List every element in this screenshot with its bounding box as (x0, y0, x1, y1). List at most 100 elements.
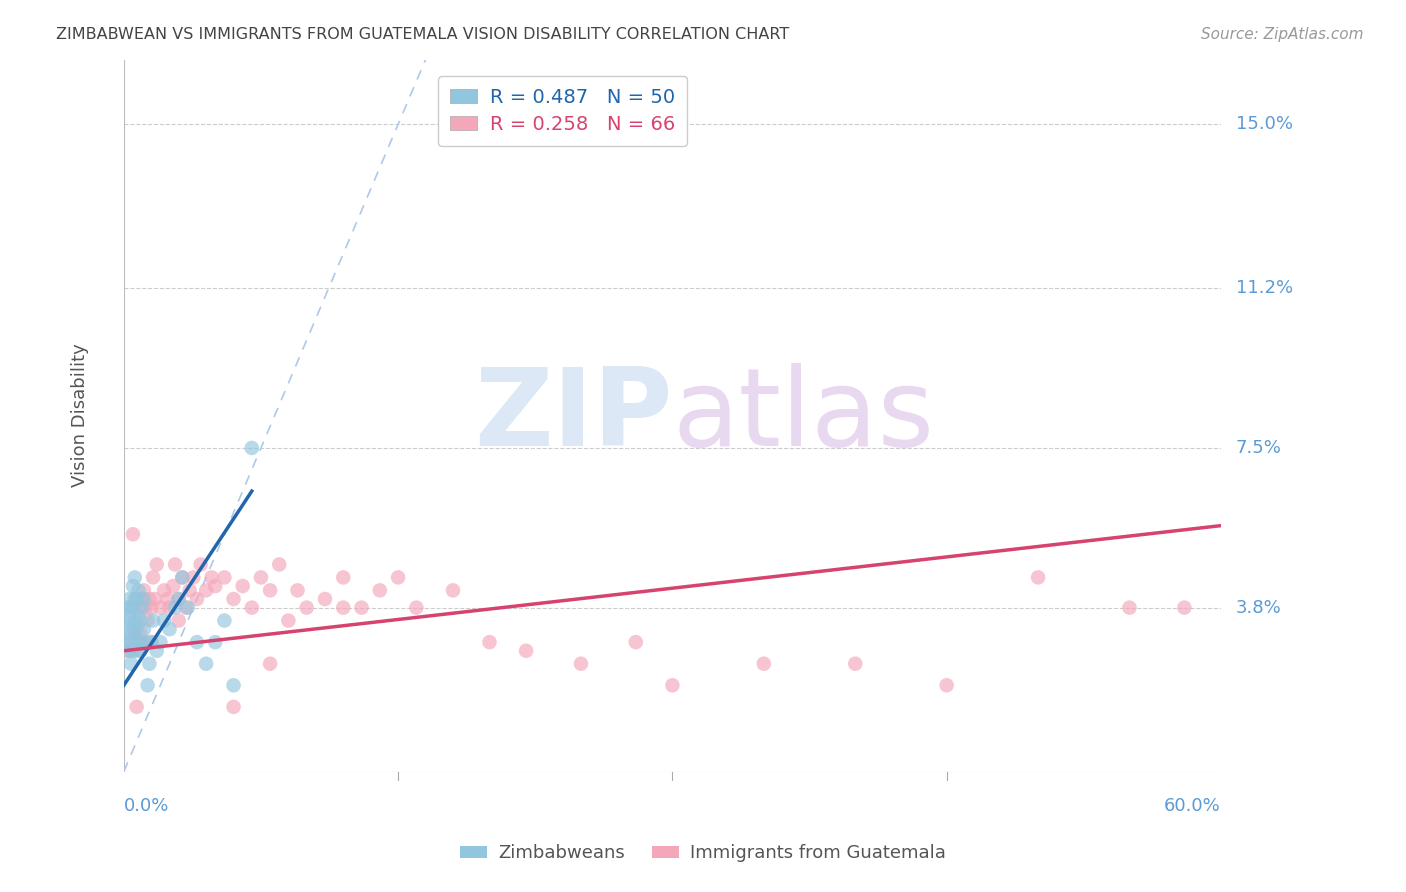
Point (190, 558, 212, 572)
Point (135, 635, 157, 649)
Point (172, 570, 194, 584)
Point (1026, 570, 1049, 584)
Point (179, 583, 201, 598)
Point (250, 570, 273, 584)
Point (122, 644, 145, 658)
Point (174, 600, 197, 615)
Text: Vision Disability: Vision Disability (70, 343, 89, 487)
Point (122, 527, 145, 541)
Point (131, 592, 153, 607)
Point (569, 657, 592, 671)
Point (127, 635, 149, 649)
Point (122, 579, 145, 593)
Point (131, 600, 153, 615)
Point (120, 626, 142, 640)
Point (129, 644, 152, 658)
Point (142, 570, 165, 584)
Point (118, 644, 141, 658)
Point (124, 614, 146, 628)
Point (167, 614, 190, 628)
Point (125, 699, 148, 714)
Point (118, 592, 141, 607)
Point (132, 583, 155, 598)
Point (163, 600, 186, 615)
Point (127, 635, 149, 649)
Point (122, 600, 145, 615)
Point (124, 570, 146, 584)
Point (132, 592, 155, 607)
Point (177, 600, 200, 615)
Text: 7.5%: 7.5% (1236, 439, 1281, 457)
Point (200, 570, 222, 584)
Point (114, 635, 136, 649)
Legend: R = 0.487   N = 50, R = 0.258   N = 66: R = 0.487 N = 50, R = 0.258 N = 66 (437, 77, 688, 145)
Point (752, 657, 775, 671)
Point (131, 635, 153, 649)
Point (114, 614, 136, 628)
Point (162, 579, 184, 593)
Point (156, 592, 179, 607)
Text: 0.0%: 0.0% (124, 797, 169, 815)
Point (350, 600, 373, 615)
Point (387, 570, 409, 584)
Point (149, 600, 172, 615)
Point (515, 644, 537, 658)
Point (295, 600, 318, 615)
Point (124, 635, 146, 649)
Point (132, 622, 155, 636)
Point (141, 635, 163, 649)
Point (136, 614, 159, 628)
Point (125, 622, 148, 636)
Point (124, 626, 146, 640)
Point (145, 644, 167, 658)
Point (332, 600, 354, 615)
Point (204, 635, 226, 649)
Point (935, 678, 957, 692)
Point (138, 592, 160, 607)
Point (661, 678, 683, 692)
Point (368, 583, 391, 598)
Point (120, 657, 142, 671)
Point (159, 600, 181, 615)
Point (141, 600, 163, 615)
Point (159, 622, 181, 636)
Point (120, 600, 142, 615)
Point (214, 614, 236, 628)
Point (332, 570, 354, 584)
Point (222, 699, 245, 714)
Point (117, 622, 139, 636)
Point (125, 592, 148, 607)
Point (232, 579, 254, 593)
Point (222, 592, 245, 607)
Point (240, 441, 263, 455)
Point (124, 592, 146, 607)
Point (222, 678, 245, 692)
Point (129, 600, 152, 615)
Point (143, 592, 166, 607)
Point (153, 614, 176, 628)
Point (125, 644, 148, 658)
Point (167, 592, 190, 607)
Point (195, 583, 218, 598)
Point (149, 635, 172, 649)
Point (259, 583, 281, 598)
Point (186, 635, 208, 649)
Point (195, 657, 218, 671)
Point (844, 657, 866, 671)
Point (118, 635, 141, 649)
Text: Source: ZipAtlas.com: Source: ZipAtlas.com (1201, 27, 1364, 42)
Point (269, 558, 291, 572)
Point (145, 558, 167, 572)
Point (127, 609, 149, 624)
Point (314, 592, 336, 607)
Point (172, 570, 194, 584)
Point (287, 583, 309, 598)
Legend: Zimbabweans, Immigrants from Guatemala: Zimbabweans, Immigrants from Guatemala (453, 838, 953, 870)
Point (127, 583, 149, 598)
Point (624, 635, 647, 649)
Text: ZIP: ZIP (474, 362, 672, 468)
Point (204, 579, 226, 593)
Point (181, 570, 204, 584)
Point (214, 570, 236, 584)
Text: ZIMBABWEAN VS IMMIGRANTS FROM GUATEMALA VISION DISABILITY CORRELATION CHART: ZIMBABWEAN VS IMMIGRANTS FROM GUATEMALA … (56, 27, 790, 42)
